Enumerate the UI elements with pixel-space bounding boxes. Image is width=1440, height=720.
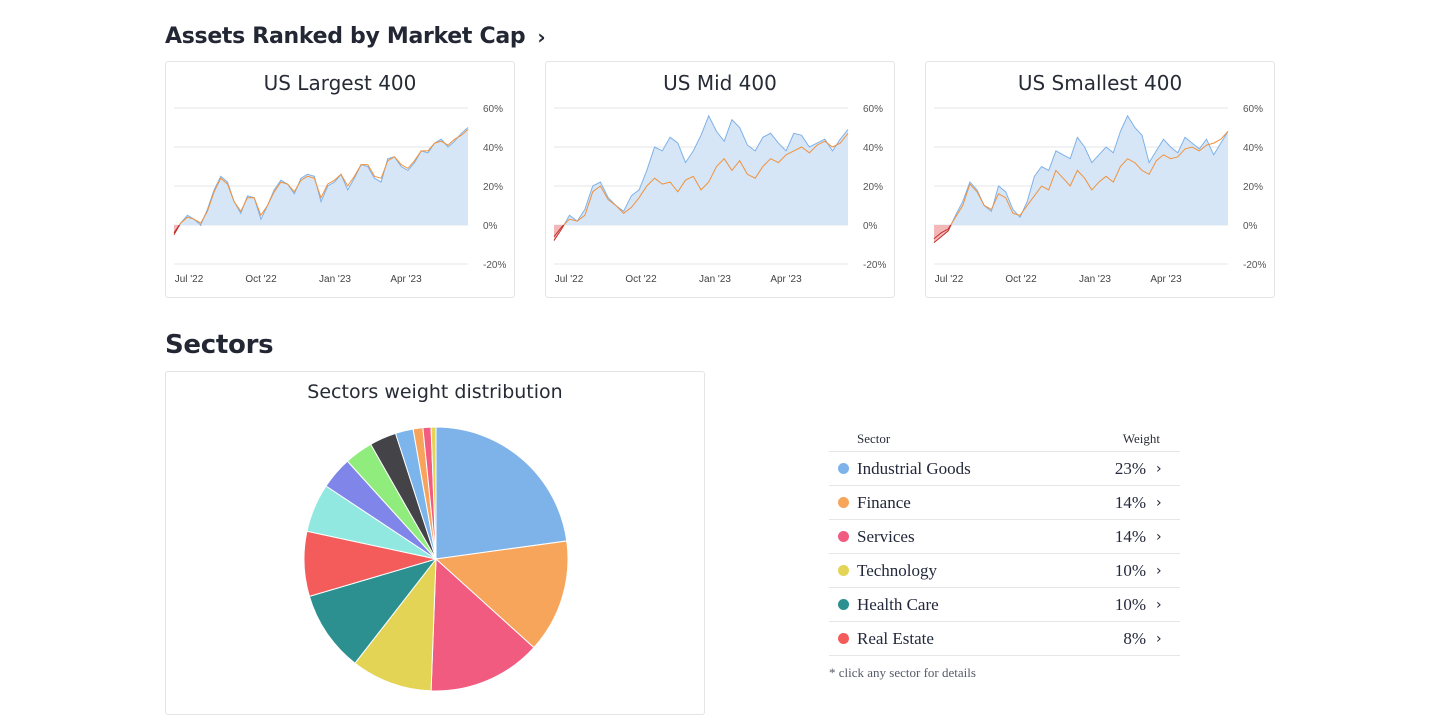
pie-slice — [434, 540, 569, 649]
chevron-right-icon: › — [1156, 460, 1162, 477]
x-tick-label: Apr '23 — [390, 274, 422, 285]
y-tick-label: -20% — [863, 260, 886, 271]
x-tick-label: Oct '22 — [625, 274, 657, 285]
y-tick-label: 20% — [1243, 182, 1263, 193]
sectors-pie-card: Sectors weight distribution — [165, 371, 705, 715]
y-tick-label: 60% — [1243, 104, 1263, 115]
x-tick-label: Jul '22 — [175, 274, 204, 285]
chevron-right-icon: › — [537, 24, 546, 49]
y-tick-label: 40% — [863, 143, 883, 154]
chevron-right-icon: › — [1156, 494, 1162, 511]
sector-name: Technology — [857, 560, 938, 580]
line-chart: 60% 40% 20% 0% -20% Jul '22 Oct '22 Jan '23 Apr … — [553, 104, 886, 285]
positive-area — [934, 115, 1228, 225]
x-tick-label: Oct '22 — [245, 274, 277, 285]
sector-color-dot — [838, 497, 849, 508]
sector-color-dot — [838, 463, 849, 474]
series-line — [178, 129, 469, 225]
sector-name: Services — [857, 526, 915, 546]
chart-card-us-mid-400: US Mid 400 60% 40% 20% 0% -20% Jul '22 Oct '22… — [545, 61, 895, 298]
pie-slice — [430, 426, 437, 560]
pie-slice — [308, 558, 438, 664]
chevron-right-icon: › — [1156, 528, 1162, 545]
x-tick-label: Jul '22 — [935, 274, 964, 285]
market-cap-section-title[interactable]: Assets Ranked by Market Cap › — [165, 24, 546, 49]
sector-weight: 8% — [1123, 628, 1146, 648]
sector-name: Health Care — [857, 594, 939, 614]
y-tick-label: 20% — [863, 182, 883, 193]
positive-area — [174, 127, 468, 225]
sector-weight: 10% — [1114, 560, 1146, 580]
y-tick-label: 40% — [483, 143, 503, 154]
sector-weight: 10% — [1114, 594, 1146, 614]
sector-name: Industrial Goods — [857, 458, 971, 478]
sector-color-dot — [838, 565, 849, 576]
market-cap-title-text: Assets Ranked by Market Cap — [165, 24, 526, 49]
sector-weight: 14% — [1114, 492, 1146, 512]
y-tick-label: 40% — [1243, 143, 1263, 154]
sector-row[interactable]: Industrial Goods 23% › — [829, 452, 1180, 486]
line-chart: 60% 40% 20% 0% -20% Jul '22 Oct '22 Jan '23 Apr … — [933, 104, 1266, 285]
chart-title: US Smallest 400 — [1017, 71, 1183, 95]
sector-table: Sector Weight Industrial Goods 23% › Financ… — [829, 427, 1180, 681]
y-tick-label: 60% — [863, 104, 883, 115]
pie-chart — [303, 426, 569, 692]
sector-color-dot — [838, 633, 849, 644]
table-header: Sector Weight — [829, 427, 1180, 452]
pie-slice — [430, 557, 535, 692]
positive-area — [554, 115, 848, 225]
y-tick-label: 60% — [483, 104, 503, 115]
x-tick-label: Oct '22 — [1005, 274, 1037, 285]
x-tick-label: Jan '23 — [319, 274, 351, 285]
pie-slice — [435, 426, 568, 560]
x-tick-label: Jul '22 — [555, 274, 584, 285]
sector-row[interactable]: Services 14% › — [829, 520, 1180, 554]
series-line — [950, 131, 1229, 225]
chevron-right-icon: › — [1156, 630, 1162, 647]
y-tick-label: 0% — [483, 221, 498, 232]
column-header-sector: Sector — [857, 431, 891, 446]
sector-row[interactable]: Real Estate 8% › — [829, 622, 1180, 656]
sectors-section-title: Sectors — [165, 330, 274, 360]
sector-color-dot — [838, 531, 849, 542]
y-tick-label: -20% — [1243, 260, 1266, 271]
sector-weight: 14% — [1114, 526, 1146, 546]
chart-title: US Mid 400 — [663, 71, 777, 95]
table-footnote: * click any sector for details — [829, 665, 976, 680]
chevron-right-icon: › — [1156, 596, 1162, 613]
line-chart: 60% 40% 20% 0% -20% Jul '22 Oct '22 Jan '23 Apr … — [173, 104, 506, 285]
sector-name: Real Estate — [857, 628, 934, 648]
sector-name: Finance — [857, 492, 911, 512]
series-line — [563, 114, 849, 225]
y-tick-label: -20% — [483, 260, 506, 271]
sector-row[interactable]: Technology 10% › — [829, 554, 1180, 588]
pie-slice — [354, 557, 437, 692]
chart-card-us-smallest-400: US Smallest 400 60% 40% 20% 0% -20% Jul '22 Oc… — [925, 61, 1275, 298]
y-tick-label: 0% — [1243, 221, 1258, 232]
x-tick-label: Apr '23 — [770, 274, 802, 285]
column-header-weight: Weight — [1122, 431, 1160, 446]
y-tick-label: 0% — [863, 221, 878, 232]
chart-title: US Largest 400 — [263, 71, 417, 95]
pie-chart-title: Sectors weight distribution — [307, 381, 563, 403]
chart-card-us-largest-400: US Largest 400 60% 40% 20% 0% -20% Jul '22 Oct… — [165, 61, 515, 298]
sector-row[interactable]: Finance 14% › — [829, 486, 1180, 520]
sector-weight: 23% — [1114, 458, 1146, 478]
x-tick-label: Jan '23 — [699, 274, 731, 285]
sector-row[interactable]: Health Care 10% › — [829, 588, 1180, 622]
x-tick-label: Jan '23 — [1079, 274, 1111, 285]
x-tick-label: Apr '23 — [1150, 274, 1182, 285]
sector-color-dot — [838, 599, 849, 610]
series-line — [562, 132, 849, 225]
chevron-right-icon: › — [1156, 562, 1162, 579]
y-tick-label: 20% — [483, 182, 503, 193]
